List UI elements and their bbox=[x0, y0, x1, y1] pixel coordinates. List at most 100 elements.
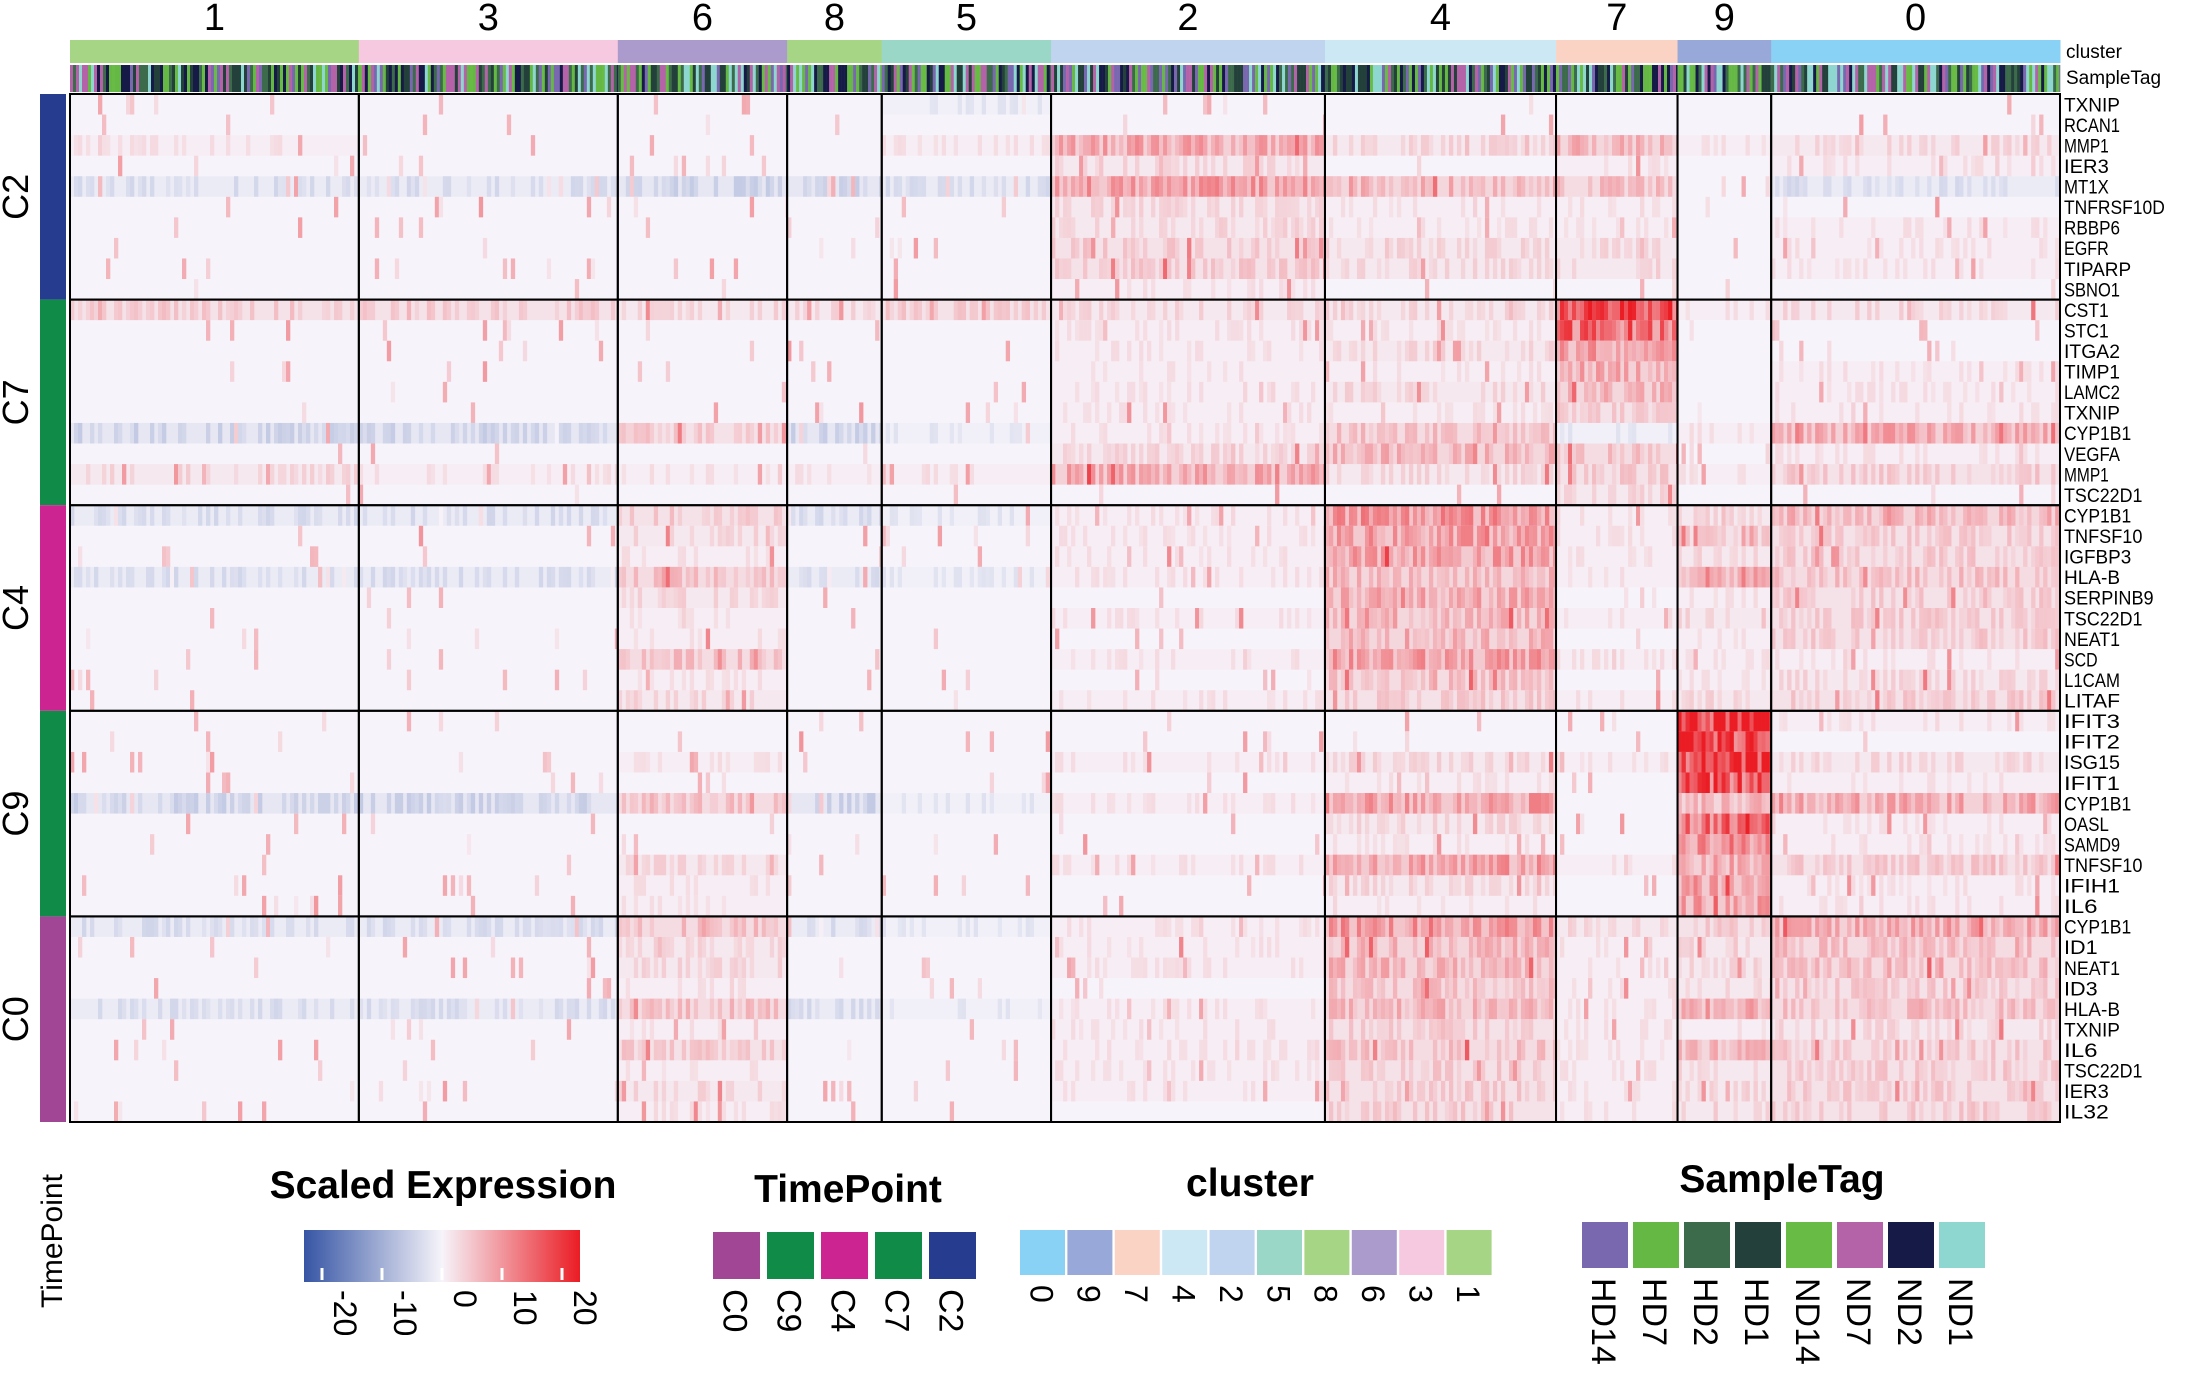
heatmap-stripe bbox=[130, 422, 135, 444]
heatmap-stripe bbox=[2019, 710, 2024, 732]
heatmap-stripe bbox=[1544, 176, 1550, 198]
heatmap-stripe bbox=[1488, 422, 1494, 444]
heatmap-stripe bbox=[1360, 751, 1366, 773]
heatmap-stripe bbox=[182, 505, 187, 527]
sampletag-stripe bbox=[1537, 65, 1542, 92]
heatmap-stripe bbox=[1875, 525, 1880, 547]
heatmap-stripe bbox=[1616, 217, 1621, 239]
heatmap-stripe bbox=[1151, 176, 1156, 198]
sampletag-stripe bbox=[1957, 65, 1961, 92]
heatmap-stripe bbox=[1843, 649, 1848, 670]
heatmap-stripe bbox=[993, 135, 999, 156]
heatmap-stripe bbox=[1472, 587, 1478, 609]
sampletag-stripe bbox=[502, 65, 507, 92]
heatmap-stripe bbox=[1855, 628, 1860, 650]
heatmap-stripe bbox=[386, 340, 392, 362]
sampletag-stripe bbox=[181, 65, 185, 92]
heatmap-stripe bbox=[578, 566, 584, 588]
heatmap-stripe bbox=[1163, 196, 1168, 218]
heatmap-stripe bbox=[1604, 176, 1609, 198]
heatmap-stripe bbox=[693, 690, 699, 712]
heatmap-stripe bbox=[162, 299, 167, 321]
sampletag-stripe bbox=[1363, 65, 1368, 92]
heatmap-stripe bbox=[1071, 525, 1076, 547]
heatmap-stripe bbox=[1207, 196, 1212, 218]
heatmap-stripe bbox=[150, 505, 155, 527]
heatmap-stripe bbox=[554, 669, 560, 691]
heatmap-stripe bbox=[486, 505, 492, 527]
heatmap-stripe bbox=[705, 464, 711, 485]
heatmap-stripe bbox=[1576, 443, 1581, 465]
sampletag-stripe bbox=[2023, 65, 2027, 92]
heatmap-cell bbox=[1324, 690, 1557, 712]
heatmap-stripe bbox=[1203, 155, 1208, 177]
heatmap-stripe bbox=[1408, 443, 1414, 465]
heatmap-stripe bbox=[1552, 443, 1557, 465]
heatmap-stripe bbox=[1384, 587, 1390, 609]
heatmap-stripe bbox=[1324, 443, 1330, 465]
heatmap-stripe bbox=[174, 176, 179, 198]
heatmap-stripe bbox=[1079, 299, 1084, 321]
heatmap-stripe bbox=[1859, 525, 1864, 547]
heatmap-stripe bbox=[1360, 299, 1366, 321]
heatmap-stripe bbox=[1364, 176, 1370, 198]
heatmap-stripe bbox=[1524, 751, 1530, 773]
sampletag-stripe bbox=[1315, 65, 1319, 92]
heatmap-stripe bbox=[1159, 217, 1164, 239]
heatmap-stripe bbox=[2007, 669, 2012, 691]
heatmap-stripe bbox=[1512, 299, 1518, 321]
heatmap-stripe bbox=[1753, 546, 1758, 568]
heatmap-stripe bbox=[977, 546, 983, 568]
heatmap-stripe bbox=[685, 566, 691, 588]
heatmap-stripe bbox=[1681, 525, 1686, 547]
heatmap-stripe bbox=[1231, 217, 1236, 239]
heatmap-stripe bbox=[1835, 258, 1840, 280]
sampletag-stripe bbox=[1285, 65, 1289, 92]
sampletag-stripe bbox=[340, 65, 344, 92]
heatmap-stripe bbox=[346, 484, 351, 506]
heatmap-stripe bbox=[1616, 525, 1621, 547]
heatmap-stripe bbox=[1115, 464, 1120, 485]
heatmap-stripe bbox=[1863, 422, 1868, 444]
heatmap-stripe bbox=[885, 176, 891, 198]
heatmap-stripe bbox=[598, 176, 604, 198]
heatmap-stripe bbox=[2043, 217, 2048, 239]
heatmap-stripe bbox=[1983, 217, 1988, 239]
heatmap-stripe bbox=[358, 566, 364, 588]
heatmap-stripe bbox=[1677, 751, 1682, 773]
heatmap-stripe bbox=[594, 464, 600, 485]
heatmap-cell bbox=[70, 94, 360, 116]
sampletag-stripe bbox=[1822, 65, 1826, 92]
heatmap-stripe bbox=[1408, 669, 1414, 691]
heatmap-stripe bbox=[162, 505, 167, 527]
heatmap-cell bbox=[1051, 566, 1326, 588]
heatmap-stripe bbox=[917, 176, 923, 198]
sampletag-stripe bbox=[1153, 65, 1157, 92]
heatmap-stripe bbox=[673, 258, 679, 280]
heatmap-cell bbox=[617, 237, 788, 259]
heatmap-stripe bbox=[1811, 628, 1816, 650]
sampletag-stripe bbox=[1492, 65, 1497, 92]
heatmap-stripe bbox=[1211, 176, 1216, 198]
heatmap-stripe bbox=[1315, 196, 1320, 218]
heatmap-stripe bbox=[1632, 464, 1637, 485]
heatmap-stripe bbox=[1400, 649, 1406, 670]
heatmap-stripe bbox=[286, 422, 291, 444]
heatmap-stripe bbox=[1352, 628, 1358, 650]
heatmap-stripe bbox=[1083, 237, 1088, 259]
heatmap-stripe bbox=[1460, 751, 1466, 773]
heatmap-stripe bbox=[1315, 690, 1320, 712]
sampletag-stripe bbox=[1288, 65, 1292, 92]
heatmap-stripe bbox=[1604, 320, 1609, 342]
heatmap-stripe bbox=[290, 422, 295, 444]
heatmap-stripe bbox=[1468, 690, 1474, 712]
heatmap-stripe bbox=[1632, 381, 1637, 403]
heatmap-stripe bbox=[1540, 525, 1546, 547]
sampletag-stripe bbox=[1417, 65, 1422, 92]
sampletag-stripe bbox=[1264, 65, 1268, 92]
heatmap-stripe bbox=[1372, 361, 1378, 383]
heatmap-stripe bbox=[1951, 340, 1956, 362]
heatmap-stripe bbox=[835, 422, 840, 444]
heatmap-stripe bbox=[1119, 176, 1124, 198]
heatmap-stripe bbox=[1143, 402, 1148, 424]
